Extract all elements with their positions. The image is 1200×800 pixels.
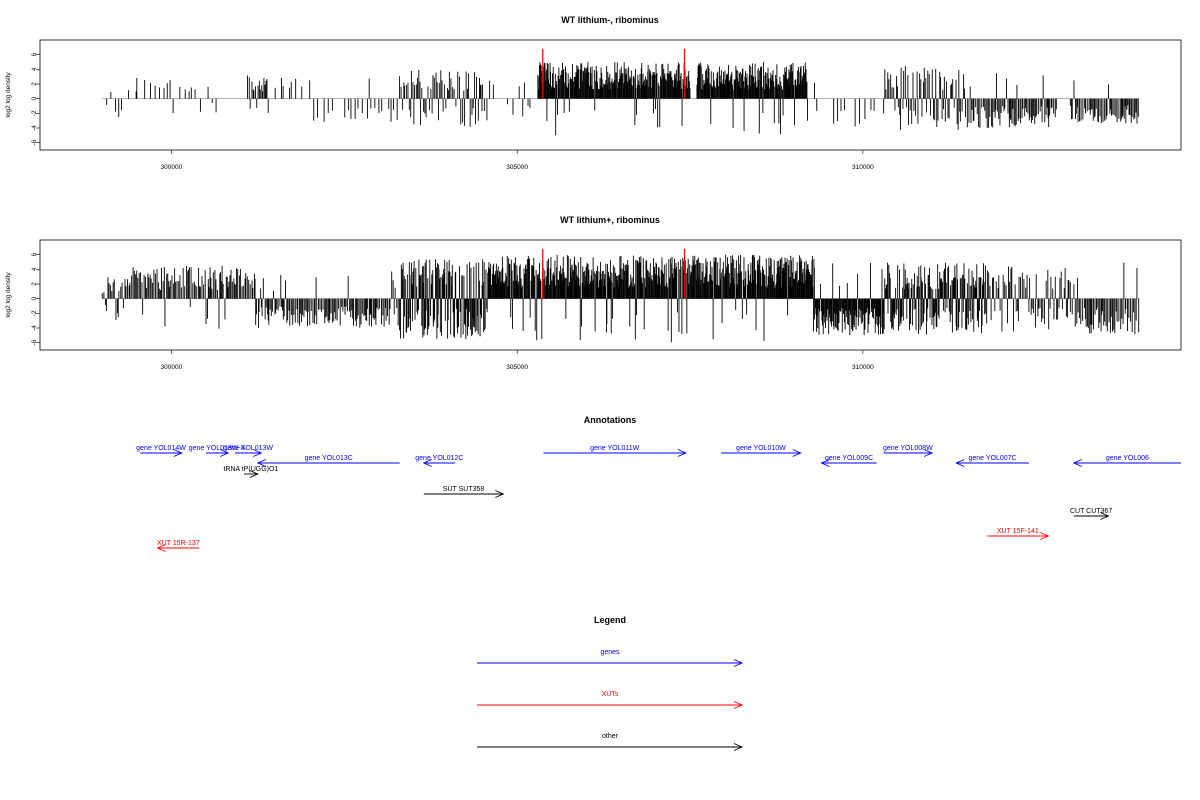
panel-1: WT lithium-, ribominus -6 -4 -2 0 2 4 6 300000… [5,15,1182,171]
annotation-arrow: gene YOL009C [820,455,877,467]
y-tick-label: 4 [31,67,38,71]
legend-label: other [602,733,619,740]
annotation-label: gene YOL010W [736,445,786,452]
annotation-label: tRNA tP(UGG)O1 [223,466,278,473]
annotation-arrow: gene YOL012C [415,455,463,467]
panel-1-frame [39,39,1182,151]
annotation-arrow: gene YOL006 [1072,455,1181,467]
panel-1-x-axis: 300000 305000 310000 [161,150,874,171]
annotation-label: gene YOL009C [825,455,873,462]
y-tick-label: 2 [31,282,38,286]
legend-title: Legend [594,615,626,625]
annotation-label: SUT SUT358 [443,486,485,493]
legend: Legend genes XUTs other [477,615,744,751]
annotation-label: gene YOL013W-A [189,445,246,452]
annotation-arrow: tRNA tP(UGG)O1 [223,466,278,478]
annotation-arrow: gene YOL013C [256,455,400,467]
annotation-arrow: gene YOL013W-A [189,445,246,457]
legend-item: XUTs [477,691,744,709]
annotation-arrow: XUT 15F-141 [987,528,1050,540]
y-tick-label: 2 [31,82,38,86]
x-tick-label: 300000 [161,164,183,171]
annotation-label: gene YOL014W [136,445,186,452]
y-tick-label: 6 [31,52,38,56]
annotation-label: gene YOL008W [883,445,933,452]
y-tick-label: -4 [31,125,38,131]
x-tick-label: 305000 [506,364,528,371]
annotations-title: Annotations [584,415,637,425]
y-tick-label: -2 [31,110,38,116]
y-tick-label: -6 [31,139,38,145]
y-tick-label: 6 [31,252,38,256]
y-tick-label: -2 [31,310,38,316]
annotation-arrow: CUT CUT367 [1070,508,1112,520]
annotation-arrow: gene YOL013W [223,445,273,457]
annotation-arrow: XUT 15R-137 [156,540,200,552]
panel-2-title: WT lithium+, ribominus [560,215,660,225]
panel-1-bars [102,62,1140,136]
legend-label: genes [600,649,620,656]
panel-2-frame [39,239,1182,351]
annotation-arrow: gene YOL008W [883,445,934,457]
x-tick-label: 310000 [852,364,874,371]
y-tick-label: 4 [31,267,38,271]
legend-item: other [477,733,744,751]
annotation-label: gene YOL007C [968,455,1016,462]
annotation-label: gene YOL013W [223,445,273,452]
y-tick-label: -6 [31,339,38,345]
panel-1-y-axis: -6 -4 -2 0 2 4 6 [31,52,40,146]
legend-items: genes XUTs other [477,649,744,751]
annotation-label: gene YOL006 [1106,455,1149,462]
panel-1-markers [542,48,686,99]
panel-2: WT lithium+, ribominus -6 -4 -2 0 2 4 6 300000… [5,215,1182,371]
annotation-label: CUT CUT367 [1070,508,1112,515]
panel-2-markers [542,248,686,299]
annotation-arrow: gene YOL010W [721,445,802,457]
annotation-arrow: gene YOL007C [955,455,1029,467]
x-tick-label: 305000 [506,164,528,171]
panel-2-x-axis: 300000 305000 310000 [161,350,874,371]
x-tick-label: 310000 [852,164,874,171]
annotation-arrow: gene YOL011W [543,445,687,457]
annotation-arrow: SUT SUT358 [423,486,505,498]
panel-2-ylabel: log2 log density [5,272,12,318]
y-tick-label: 0 [31,96,38,100]
panel-2-y-axis: -6 -4 -2 0 2 4 6 [31,252,40,346]
y-tick-label: -4 [31,325,38,331]
annotation-label: XUT 15F-141 [997,528,1039,535]
annotation-arrow: gene YOL014W [136,445,186,457]
y-tick-label: 0 [31,296,38,300]
panel-2-bars [101,254,1140,343]
annotation-label: gene YOL011W [590,445,640,452]
annotations-track: Annotations gene YOL014W gene YOL013W-Age… [136,415,1181,552]
panel-1-title: WT lithium-, ribominus [561,15,659,25]
panel-1-ylabel: log2 log density [5,72,12,118]
annotation-label: XUT 15R-137 [157,540,200,547]
legend-label: XUTs [602,691,619,698]
x-tick-label: 300000 [161,364,183,371]
legend-item: genes [477,649,744,667]
annotation-label: gene YOL013C [305,455,353,462]
annotation-label: gene YOL012C [415,455,463,462]
